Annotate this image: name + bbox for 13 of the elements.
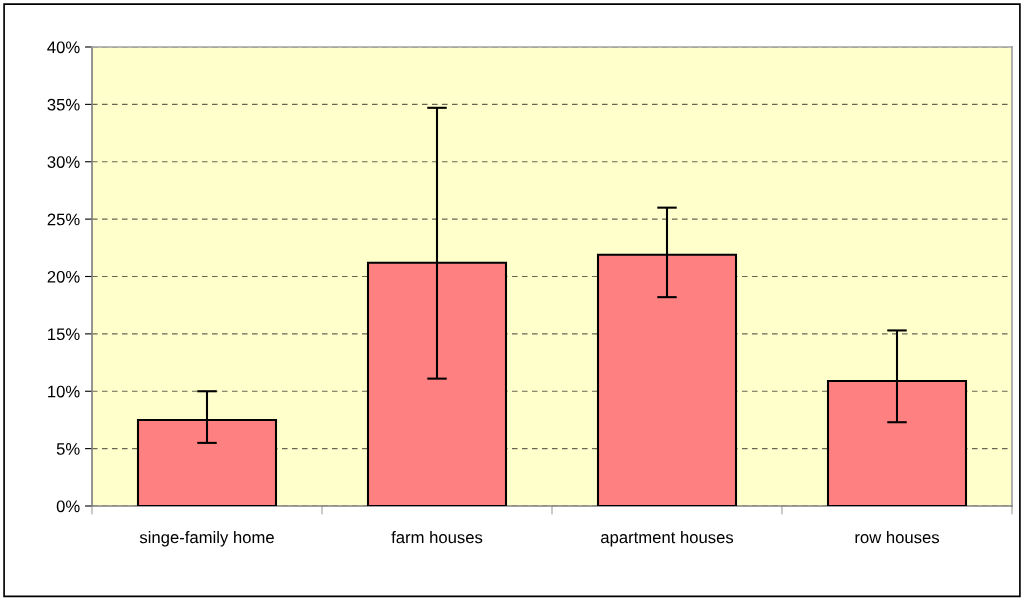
- x-tick-label: singe-family home: [139, 531, 274, 547]
- y-tick-label: 40%: [47, 41, 80, 54]
- y-tick-label: 30%: [47, 156, 80, 168]
- x-tick-label: apartment houses: [601, 531, 734, 547]
- y-tick-label: 15%: [48, 328, 80, 341]
- y-tick-label: 5%: [56, 443, 80, 455]
- x-tick-label: row houses: [855, 531, 940, 544]
- y-tick-label: 35%: [47, 98, 80, 111]
- y-tick-label: 20%: [47, 270, 80, 283]
- y-tick-label: 0%: [56, 500, 80, 513]
- y-tick-label: 10%: [48, 385, 80, 398]
- y-tick-label: 25%: [47, 213, 80, 226]
- x-tick-label: farm houses: [391, 531, 483, 544]
